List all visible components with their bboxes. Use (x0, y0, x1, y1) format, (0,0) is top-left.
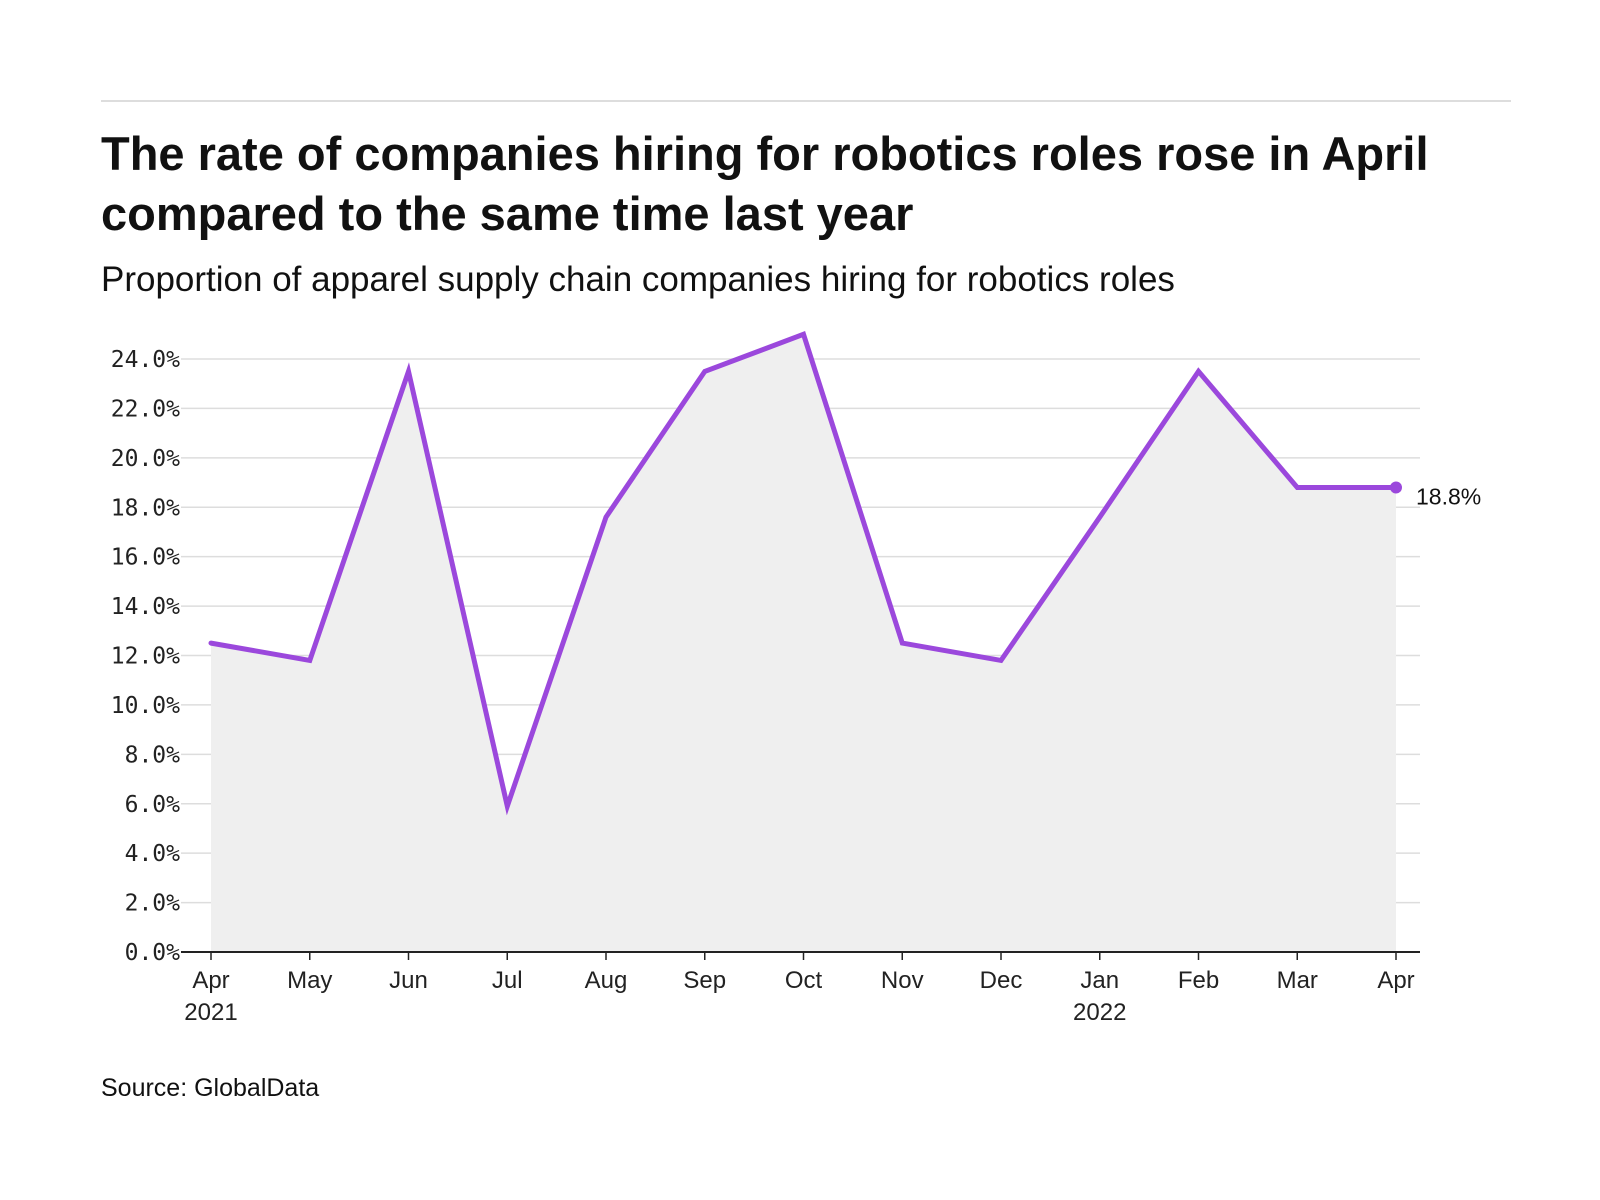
end-point-marker (1390, 481, 1402, 494)
x-tick-label: Jan (1080, 967, 1119, 994)
x-tick-year-label: 2022 (1073, 999, 1126, 1026)
y-tick-label: 6.0% (125, 792, 181, 818)
x-tick-year-label: 2021 (184, 999, 237, 1026)
series-area (211, 334, 1396, 952)
x-tick-label: Jun (389, 967, 428, 994)
chart-subtitle: Proportion of apparel supply chain compa… (101, 260, 1175, 299)
end-value-label: 18.8% (1416, 483, 1481, 509)
x-tick-label: Oct (785, 967, 823, 994)
x-tick-label: Sep (683, 967, 726, 994)
y-tick-label: 22.0% (111, 396, 180, 422)
y-tick-label: 8.0% (125, 742, 181, 768)
y-tick-label: 4.0% (125, 841, 181, 867)
x-tick-label: Jul (492, 967, 523, 994)
x-tick-label: Nov (881, 967, 924, 994)
y-tick-label: 12.0% (111, 644, 180, 670)
y-tick-label: 0.0% (125, 940, 181, 966)
y-tick-label: 16.0% (111, 545, 180, 571)
end-labels: 18.8% (1416, 483, 1481, 509)
x-tick-label: Feb (1178, 967, 1219, 994)
y-tick-label: 20.0% (111, 446, 180, 472)
area-fill (211, 334, 1396, 952)
chart-title: The rate of companies hiring for robotic… (101, 127, 1429, 240)
y-tick-label: 18.0% (111, 495, 180, 521)
series-line (208, 331, 1399, 816)
source-note: Source: GlobalData (101, 1074, 320, 1102)
x-tick-label: Apr (192, 967, 229, 994)
y-tick-label: 2.0% (125, 891, 181, 917)
x-tick-label: Apr (1377, 967, 1414, 994)
y-tick-label: 14.0% (111, 594, 180, 620)
top-rule (101, 100, 1511, 102)
x-tick-label: Mar (1277, 967, 1318, 994)
y-axis-labels: 0.0% 2.0% 4.0% 6.0% 8.0% 10.0% 12.0% 14.0% 16.0%… (111, 347, 180, 966)
x-tick-label: Dec (980, 967, 1023, 994)
x-tick-label: Aug (585, 967, 628, 994)
y-tick-label: 24.0% (111, 347, 180, 373)
x-axis-labels: Apr 2021 May Jun Jul Aug Sep Oct Nov Dec Jan 2022 Fe… (184, 967, 1414, 1026)
y-tick-label: 10.0% (111, 693, 180, 719)
x-axis (181, 951, 1420, 960)
data-series (208, 331, 1402, 816)
x-tick-label: May (287, 967, 332, 994)
